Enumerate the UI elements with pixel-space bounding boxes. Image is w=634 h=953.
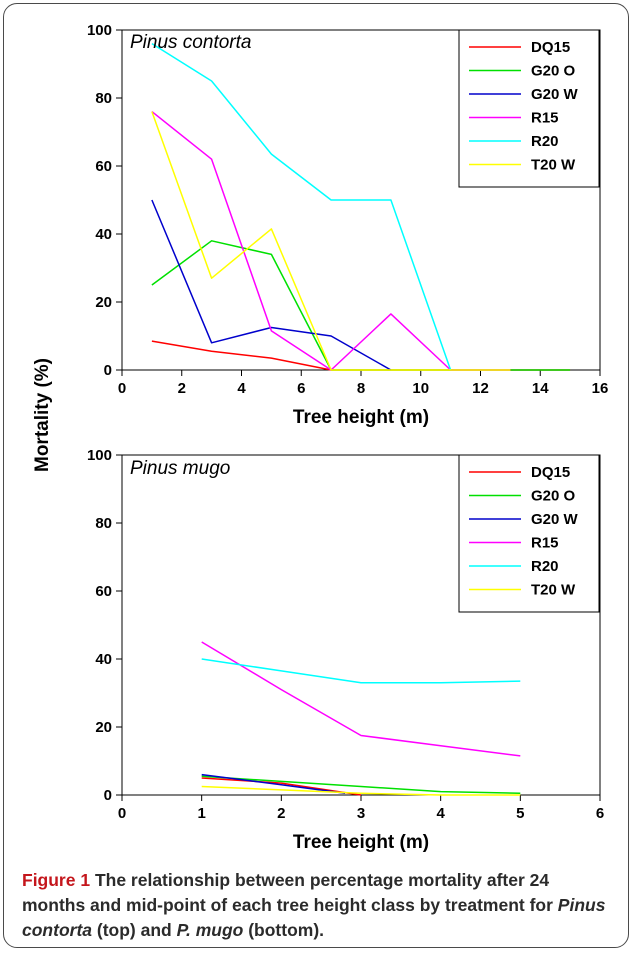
- x-tick-label: 6: [297, 380, 305, 397]
- x-tick-label: 8: [357, 380, 365, 397]
- panel-title: Pinus mugo: [130, 458, 230, 479]
- x-tick-label: 16: [592, 380, 609, 397]
- series-line-dq15: [201, 777, 362, 796]
- legend: DQ15 G20 O G20 W R15 R20 T20 W: [458, 29, 600, 188]
- series-line-g20-o: [201, 775, 521, 795]
- series-line-t20-w: [151, 111, 511, 371]
- x-tick-label: 4: [436, 805, 445, 822]
- series-line-g20-o: [151, 240, 571, 371]
- legend-entry: T20 W: [531, 157, 576, 174]
- y-tick-label: 100: [87, 22, 112, 39]
- legend-entry: T20 W: [531, 582, 576, 599]
- chart-pinus-contorta: 0 20 40 60 80 100 0 2 4 6 8 10 12 14 16 Pinus contorta T…: [87, 22, 608, 428]
- x-tick-label: 2: [277, 805, 285, 822]
- legend: DQ15 G20 O G20 W R15 R20 T20 W: [458, 454, 600, 613]
- y-tick-label: 40: [95, 651, 112, 668]
- y-tick-label: 20: [95, 719, 112, 736]
- y-tick-label: 80: [95, 90, 112, 107]
- x-axis-label: Tree height (m): [293, 832, 429, 853]
- legend-box: [458, 29, 600, 188]
- x-tick-label: 3: [357, 805, 365, 822]
- y-tick-label: 60: [95, 583, 112, 600]
- series-line-g20-w: [151, 199, 392, 371]
- y-tick-label: 0: [104, 787, 112, 804]
- legend-entry: G20 W: [531, 86, 579, 103]
- legend-box: [458, 454, 600, 613]
- x-tick-label: 10: [412, 380, 429, 397]
- series-line-r20: [201, 658, 521, 684]
- series-line-r20: [151, 42, 452, 371]
- caption-text-2: (top) and: [92, 920, 177, 940]
- x-tick-label: 12: [472, 380, 489, 397]
- y-tick-label: 60: [95, 158, 112, 175]
- x-tick-label: 2: [178, 380, 186, 397]
- series-line-g20-w: [201, 773, 346, 795]
- series-line-t20-w: [201, 785, 521, 796]
- y-tick-label: 40: [95, 226, 112, 243]
- legend-entry: G20 W: [531, 511, 579, 528]
- legend-entry: G20 O: [531, 63, 576, 80]
- x-tick-label: 14: [532, 380, 549, 397]
- caption-species-2: P. mugo: [176, 920, 244, 940]
- x-tick-label: 0: [118, 805, 126, 822]
- x-tick-label: 0: [118, 380, 126, 397]
- x-axis-label: Tree height (m): [293, 407, 429, 428]
- legend-entry: DQ15: [531, 39, 570, 56]
- legend-entry: DQ15: [531, 464, 570, 481]
- legend-entry: R20: [531, 558, 559, 575]
- chart-pinus-mugo: 0 20 40 60 80 100 0 1 2 3 4 5 6 Pinus mugo Tree height…: [87, 447, 604, 853]
- y-tick-label: 80: [95, 515, 112, 532]
- y-tick-label: 100: [87, 447, 112, 464]
- legend-entry: R20: [531, 133, 559, 150]
- x-tick-label: 1: [197, 805, 205, 822]
- series-line-r15: [151, 111, 511, 371]
- x-tick-label: 4: [237, 380, 246, 397]
- y-tick-label: 0: [104, 362, 112, 379]
- caption-species-1: Pinus contorta: [22, 895, 606, 940]
- legend-entry: R15: [531, 535, 559, 552]
- x-tick-label: 6: [596, 805, 604, 822]
- legend-entry: R15: [531, 110, 559, 127]
- series-line-r15: [201, 641, 521, 757]
- series-line-dq15: [151, 340, 571, 371]
- y-axis-label: Mortality (%): [32, 358, 53, 472]
- caption-text-1: The relationship between percentage mort…: [22, 870, 558, 915]
- caption-label: Figure 1: [22, 870, 91, 890]
- figure-caption: Figure 1 The relationship between percen…: [22, 868, 612, 943]
- legend-entry: G20 O: [531, 488, 576, 505]
- y-tick-label: 20: [95, 294, 112, 311]
- caption-text-3: (bottom).: [243, 920, 325, 940]
- panel-title: Pinus contorta: [130, 32, 251, 53]
- x-tick-label: 5: [516, 805, 524, 822]
